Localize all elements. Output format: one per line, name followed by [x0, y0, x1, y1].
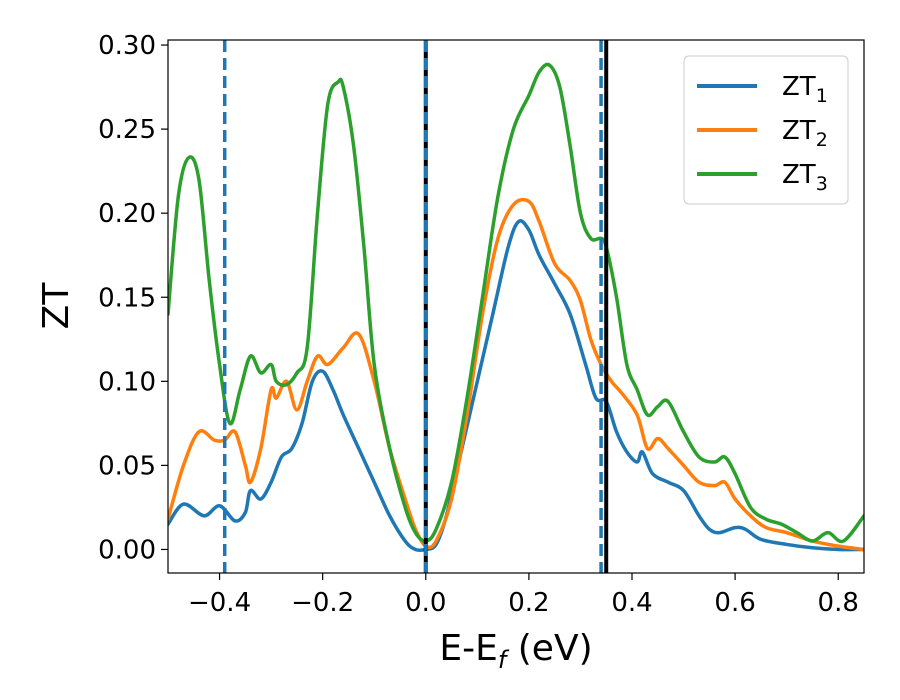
y-tick-label: 0.05 [98, 451, 156, 481]
series-layer [168, 62, 864, 553]
y-tick-label: 0.20 [98, 199, 156, 229]
plot-frame [167, 39, 865, 574]
legend-label: ZT3 [782, 160, 828, 195]
legend-label-subscript: 2 [816, 129, 828, 151]
series-line-zt1 [168, 219, 864, 553]
y-tick-label: 0.25 [98, 115, 156, 145]
reference-lines [222, 40, 609, 573]
x-tick-label: −0.4 [188, 588, 251, 618]
y-tick-label: 0.10 [98, 367, 156, 397]
x-tick-label: 0.2 [508, 588, 549, 618]
x-axis: −0.4 −0.2 0.0 0.2 0.4 0.6 0.8 [188, 573, 859, 618]
legend-label-subscript: 3 [816, 173, 828, 195]
x-tick-label: 0.6 [714, 588, 755, 618]
legend-frame [683, 55, 849, 205]
x-tick-label: 0.4 [611, 588, 652, 618]
legend-label-subscript: 1 [816, 85, 828, 107]
y-tick-label: 0.00 [98, 535, 156, 565]
y-tick-label: 0.15 [98, 283, 156, 313]
y-axis: 0.00 0.05 0.10 0.15 0.20 0.25 0.30 [98, 31, 168, 565]
legend: ZT1 ZT2 ZT3 [683, 55, 849, 205]
x-tick-label: −0.2 [291, 588, 354, 618]
series-line-zt3 [168, 62, 864, 544]
x-tick-label: 0.0 [405, 588, 446, 618]
y-axis-label: ZT [36, 282, 77, 330]
legend-label: ZT2 [782, 116, 828, 151]
series-line-zt2 [168, 197, 864, 552]
legend-label: ZT1 [782, 72, 828, 107]
x-axis-label: E-Ef (eV) [439, 628, 592, 674]
y-tick-label: 0.30 [98, 31, 156, 61]
x-tick-label: 0.8 [818, 588, 859, 618]
